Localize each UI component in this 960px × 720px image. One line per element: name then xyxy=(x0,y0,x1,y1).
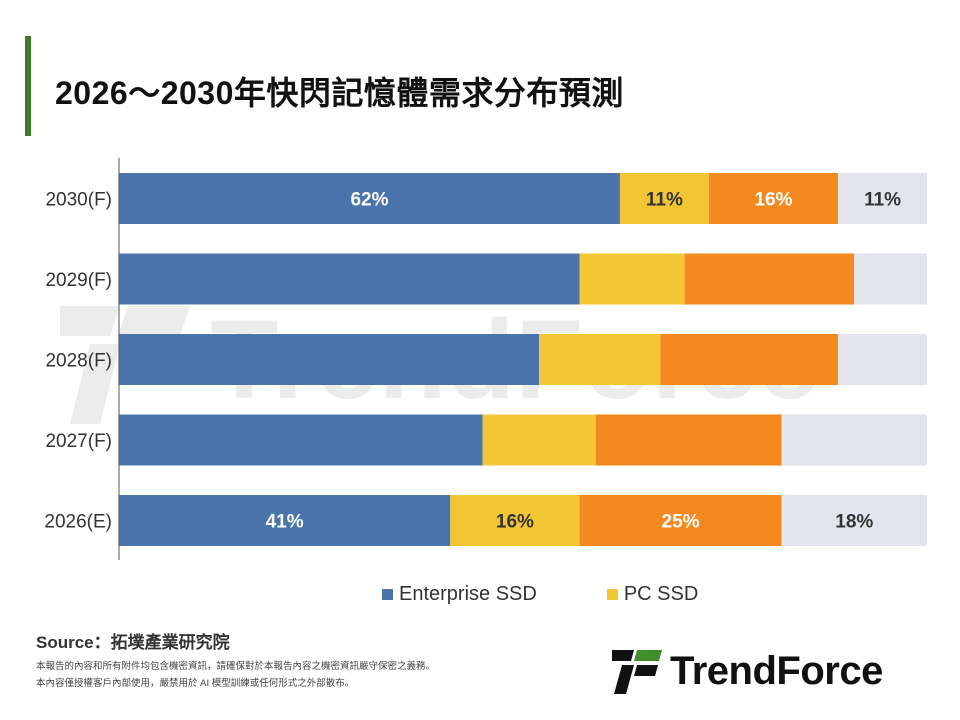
bar-2026-e-series-3 xyxy=(781,495,927,546)
bar-2027-f-series-1 xyxy=(482,414,596,466)
bar-2029-f-series-0 xyxy=(119,253,580,305)
logo-text: TrendForce xyxy=(670,648,883,693)
bar-2030-f-series-1 xyxy=(619,173,709,224)
source-text: Source：拓墣產業研究院 xyxy=(36,633,230,652)
category-label-2029-f: 2029(F) xyxy=(45,270,112,291)
category-label-2026-e: 2026(E) xyxy=(44,512,112,533)
legend: Enterprise SSD PC SSD xyxy=(382,583,768,606)
legend-item-pc-ssd: PC SSD xyxy=(606,583,699,606)
data-label-2026-e-series-2: 25% xyxy=(662,512,700,533)
bar-2026-e-series-1 xyxy=(450,495,580,546)
bar-2028-f-series-2 xyxy=(660,334,839,385)
data-label-2030-f-series-2: 16% xyxy=(754,190,792,211)
bar-2029-f-series-3 xyxy=(854,253,927,305)
bar-2030-f-series-3 xyxy=(838,173,927,224)
bar-2026-e-series-2 xyxy=(579,495,782,546)
bar-2027-f-series-3 xyxy=(781,414,927,466)
data-label-2030-f-series-0: 62% xyxy=(350,190,388,211)
data-label-2026-e-series-0: 41% xyxy=(266,512,304,533)
category-label-2028-f: 2028(F) xyxy=(45,351,112,372)
bar-2030-f-series-2 xyxy=(708,173,839,224)
legend-item-enterprise-ssd: Enterprise SSD xyxy=(382,583,537,606)
bar-2027-f-series-2 xyxy=(595,414,782,466)
legend-label-enterprise-ssd: Enterprise SSD xyxy=(399,583,537,605)
bar-2026-e-series-0 xyxy=(119,495,451,546)
data-label-2030-f-series-3: 11% xyxy=(864,190,901,211)
bar-2030-f-series-0 xyxy=(119,173,620,224)
bar-2028-f-series-1 xyxy=(539,334,661,385)
disclaimer-line-1: 本報告的內容和所有附件均包含機密資訊，請確保對於本報告內容之機密資訊嚴守保密之義… xyxy=(36,661,436,672)
category-label-2030-f: 2030(F) xyxy=(45,190,112,211)
legend-swatch-pc-ssd xyxy=(606,589,618,600)
legend-label-pc-ssd: PC SSD xyxy=(623,583,699,605)
bar-2028-f-series-3 xyxy=(838,334,927,385)
disclaimer-line-2: 本內容僅授權客戶內部使用，嚴禁用於 AI 模型訓練或任何形式之外部散布。 xyxy=(36,678,355,689)
trendforce-logo: TrendForce xyxy=(612,648,883,694)
page-title: 2026～2030年快閃記憶體需求分布預測 xyxy=(55,75,624,111)
bar-2028-f-series-0 xyxy=(119,334,540,385)
bar-2029-f-series-1 xyxy=(579,253,685,305)
data-label-2026-e-series-1: 16% xyxy=(496,512,534,533)
trendforce-logo-icon xyxy=(612,650,662,694)
title-accent-bar xyxy=(25,36,31,136)
legend-swatch-enterprise-ssd xyxy=(382,589,393,600)
bar-2029-f-series-2 xyxy=(684,253,855,305)
data-label-2026-e-series-3: 18% xyxy=(835,512,873,533)
category-label-2027-f: 2027(F) xyxy=(45,431,112,452)
bar-2027-f-series-0 xyxy=(119,414,483,466)
data-label-2030-f-series-1: 11% xyxy=(646,190,683,211)
